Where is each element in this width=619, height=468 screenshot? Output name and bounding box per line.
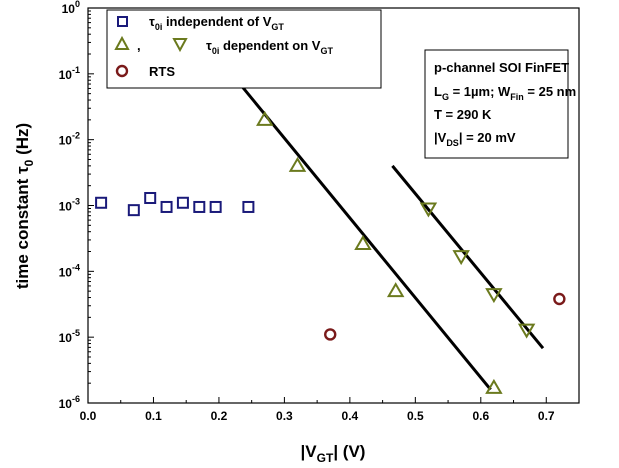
x-axis-ticks: 0.0 0.1 0.2 0.3 0.4 0.5 0.6 0.7: [80, 397, 580, 423]
x-tick-label: 0.2: [211, 409, 228, 423]
x-tick-label: 0.6: [472, 409, 489, 423]
y-tick-label: 10-3: [59, 197, 80, 214]
legend-marker-triangle-down: [172, 38, 188, 53]
marker-square: [176, 196, 189, 209]
legend-label-rts: RTS: [149, 64, 175, 79]
fit-line: [391, 164, 545, 350]
legend-marker-triangle-up: [114, 35, 130, 50]
x-tick-label: 0.0: [80, 409, 97, 423]
marker-circle: [553, 292, 566, 306]
y-axis-ticks: 100 10-1 10-2 10-3 10-4 10-5 10-6: [59, 0, 94, 411]
legend-marker-square: [117, 16, 128, 27]
marker-triangle-down: [485, 288, 503, 304]
marker-triangle-up: [256, 110, 274, 126]
legend-box: [106, 9, 382, 89]
marker-square: [242, 200, 255, 213]
marker-square: [193, 200, 206, 213]
x-tick-label: 0.7: [538, 409, 555, 423]
y-tick-label: 10-5: [59, 328, 80, 345]
info-box-frame: [424, 49, 569, 159]
info-device: p-channel SOI FinFET: [434, 60, 569, 75]
x-axis-title: |VGT| (V): [301, 442, 366, 465]
y-tick-label: 10-2: [59, 131, 80, 148]
marker-square: [127, 204, 140, 217]
marker-triangle-up: [288, 156, 307, 172]
marker-triangle-down: [517, 323, 536, 339]
marker-square: [144, 191, 157, 204]
legend-comma: ,: [137, 38, 141, 53]
marker-triangle-down: [452, 250, 470, 266]
legend-label-independent: τ0i independent of VGT: [149, 14, 284, 32]
marker-square: [160, 200, 173, 213]
marker-circle: [324, 328, 337, 341]
y-tick-label: 100: [62, 0, 80, 16]
marker-square: [95, 196, 108, 209]
marker-triangle-up: [354, 235, 372, 251]
y-tick-label: 10-4: [59, 262, 80, 279]
marker-triangle-up: [386, 282, 405, 298]
marker-square: [209, 200, 222, 213]
x-tick-label: 0.4: [342, 409, 359, 423]
legend-marker-circle: [115, 64, 129, 78]
legend: τ0i independent of VGT , τ0i dependent o…: [106, 9, 382, 89]
x-tick-label: 0.3: [276, 409, 293, 423]
x-tick-label: 0.5: [407, 409, 424, 423]
info-temperature: T = 290 K: [434, 107, 492, 122]
marker-triangle-down: [419, 202, 438, 218]
legend-label-dependent: τ0i dependent on VGT: [206, 38, 333, 56]
x-tick-label: 0.1: [145, 409, 162, 423]
y-tick-label: 10-1: [59, 65, 80, 82]
info-vds: |VDS| = 20 mV: [434, 130, 516, 148]
y-axis-title: time constant τ0 (Hz): [13, 123, 36, 289]
marker-triangle-up: [485, 378, 503, 394]
info-geometry: LG = 1µm; WFin = 25 nm: [434, 84, 576, 102]
data-markers: [95, 71, 566, 394]
y-tick-label: 10-6: [59, 394, 80, 411]
info-box: p-channel SOI FinFET LG = 1µm; WFin = 25…: [424, 49, 576, 159]
